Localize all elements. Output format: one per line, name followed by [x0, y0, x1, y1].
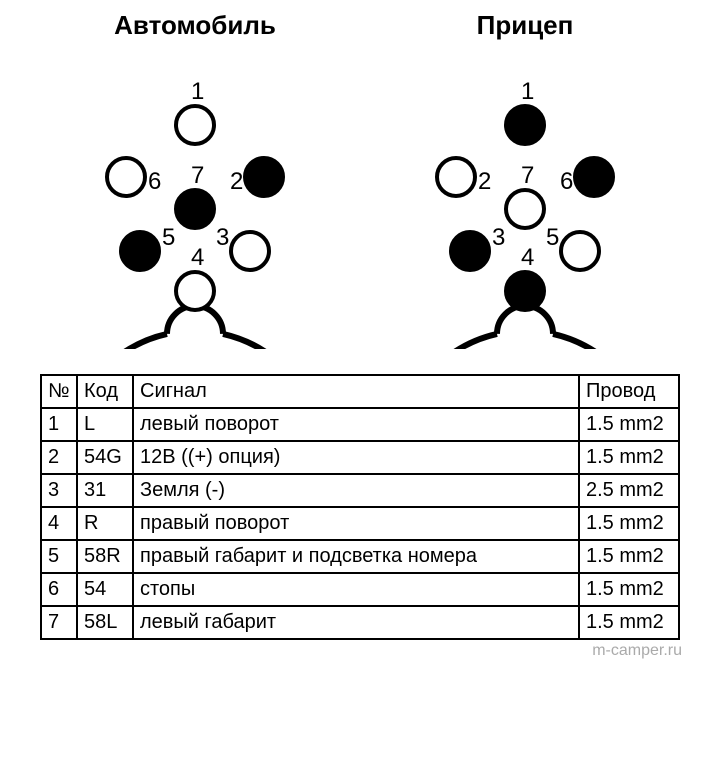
pin-label-7: 7	[191, 162, 204, 189]
titles-row: Автомобиль Прицеп	[30, 10, 690, 41]
pin-label-2: 2	[478, 168, 491, 195]
cell-num: 3	[41, 474, 77, 507]
pin-1	[506, 106, 544, 144]
pin-4	[506, 272, 544, 310]
pin-label-7: 7	[521, 162, 534, 189]
cell-wire: 1.5 mm2	[579, 408, 679, 441]
pin-2	[437, 158, 475, 196]
pin-5	[561, 232, 599, 270]
pin-label-4: 4	[521, 244, 534, 271]
vehicle-connector-wrap: 1 2 345 6 7	[30, 49, 360, 349]
table-row: 758Lлевый габарит1.5 mm2	[41, 606, 679, 639]
cell-signal: 12В ((+) опция)	[133, 441, 579, 474]
cell-signal: правый поворот	[133, 507, 579, 540]
table-row: 254G12В ((+) опция)1.5 mm2	[41, 441, 679, 474]
cell-wire: 1.5 mm2	[579, 573, 679, 606]
pinout-table-body: 1Lлевый поворот1.5 mm2254G12В ((+) опция…	[41, 408, 679, 639]
pin-3	[231, 232, 269, 270]
cell-wire: 1.5 mm2	[579, 507, 679, 540]
cell-num: 5	[41, 540, 77, 573]
pin-7	[176, 190, 214, 228]
trailer-connector-wrap: 1 6 543 2 7	[360, 49, 690, 349]
pin-4	[176, 272, 214, 310]
pinout-table-head: № Код Сигнал Провод	[41, 375, 679, 408]
pin-6	[107, 158, 145, 196]
cell-signal: Земля (-)	[133, 474, 579, 507]
pin-label-5: 5	[162, 224, 175, 251]
connector-pinout-diagram: Автомобиль Прицеп 1234567 1654327 № Код …	[30, 10, 690, 660]
header-code: Код	[77, 375, 133, 408]
trailer-connector-svg: 1 6 543 2 7	[390, 49, 660, 349]
table-row: 654стопы1.5 mm2	[41, 573, 679, 606]
watermark-text: m-camper.ru	[30, 642, 690, 660]
pin-label-1: 1	[191, 78, 204, 105]
pin-label-3: 3	[492, 224, 505, 251]
cell-num: 2	[41, 441, 77, 474]
connectors-row: 1234567 1654327	[30, 49, 690, 349]
vehicle-title: Автомобиль	[30, 10, 360, 41]
pin-label-6: 6	[148, 168, 161, 195]
table-row: 558Rправый габарит и подсветка номера1.5…	[41, 540, 679, 573]
cell-code: 54G	[77, 441, 133, 474]
cell-wire: 1.5 mm2	[579, 540, 679, 573]
cell-signal: левый поворот	[133, 408, 579, 441]
cell-signal: левый габарит	[133, 606, 579, 639]
cell-code: 54	[77, 573, 133, 606]
cell-code: R	[77, 507, 133, 540]
cell-code: L	[77, 408, 133, 441]
cell-num: 7	[41, 606, 77, 639]
pin-label-3: 3	[216, 224, 229, 251]
cell-num: 4	[41, 507, 77, 540]
cell-code: 31	[77, 474, 133, 507]
cell-wire: 1.5 mm2	[579, 441, 679, 474]
cell-num: 1	[41, 408, 77, 441]
pin-label-5: 5	[546, 224, 559, 251]
cell-signal: стопы	[133, 573, 579, 606]
table-row: 1Lлевый поворот1.5 mm2	[41, 408, 679, 441]
cell-wire: 2.5 mm2	[579, 474, 679, 507]
cell-wire: 1.5 mm2	[579, 606, 679, 639]
pin-label-6: 6	[560, 168, 573, 195]
header-wire: Провод	[579, 375, 679, 408]
cell-num: 6	[41, 573, 77, 606]
pin-3	[451, 232, 489, 270]
header-num: №	[41, 375, 77, 408]
pin-7	[506, 190, 544, 228]
trailer-title: Прицеп	[360, 10, 690, 41]
pin-1	[176, 106, 214, 144]
pin-5	[121, 232, 159, 270]
header-signal: Сигнал	[133, 375, 579, 408]
pin-2	[245, 158, 283, 196]
cell-signal: правый габарит и подсветка номера	[133, 540, 579, 573]
pin-label-1: 1	[521, 78, 534, 105]
cell-code: 58R	[77, 540, 133, 573]
pin-label-4: 4	[191, 244, 204, 271]
vehicle-connector-svg: 1 2 345 6 7	[60, 49, 330, 349]
pin-label-2: 2	[230, 168, 243, 195]
cell-code: 58L	[77, 606, 133, 639]
pin-6	[575, 158, 613, 196]
table-row: 331Земля (-)2.5 mm2	[41, 474, 679, 507]
pinout-table: № Код Сигнал Провод 1Lлевый поворот1.5 m…	[40, 374, 680, 640]
table-row: 4Rправый поворот1.5 mm2	[41, 507, 679, 540]
